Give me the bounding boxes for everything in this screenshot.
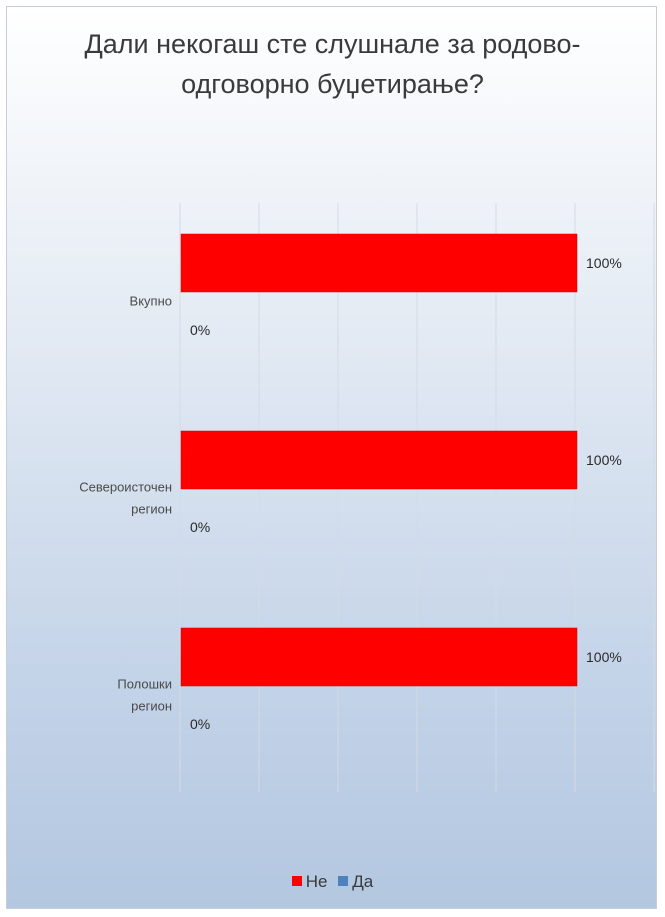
legend-swatch-yes [338,876,348,886]
category-label-2: Полошки регион [117,677,172,714]
chart-legend: Не Да [0,872,665,892]
legend-label-yes: Да [352,872,373,891]
data-label-yes-0: 0% [190,322,210,338]
legend-swatch-no [292,876,302,886]
data-label-no-1: 100% [586,452,622,468]
bar-no-1 [181,431,577,489]
legend-label-no: Не [306,872,328,891]
data-label-no-2: 100% [586,649,622,665]
category-label-0: Вкупно [130,294,172,309]
bar-no-2 [181,628,577,686]
category-label-1: Североисточен регион [79,480,172,517]
data-label-no-0: 100% [586,255,622,271]
data-label-yes-2: 0% [190,716,210,732]
data-label-yes-1: 0% [190,519,210,535]
bar-no-0 [181,234,577,292]
legend-item-yes: Да [338,872,373,892]
legend-item-no: Не [292,872,328,892]
